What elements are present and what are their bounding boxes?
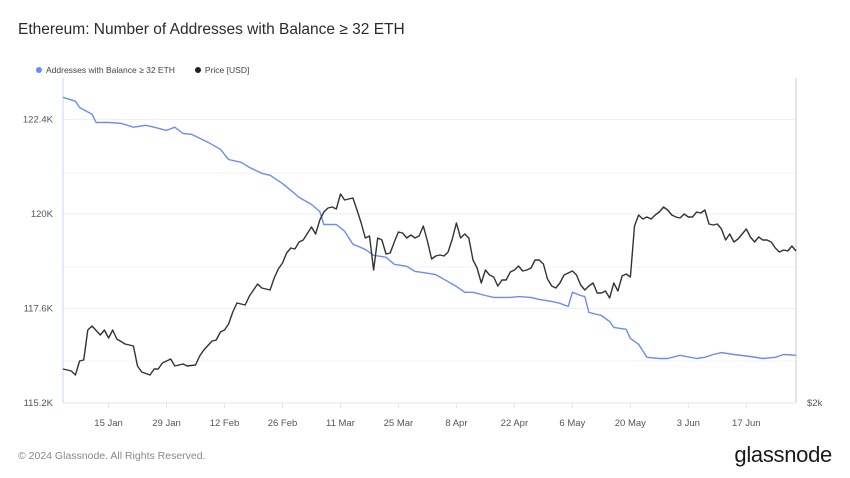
x-tick-label: 12 Feb <box>210 418 240 429</box>
x-tick-label: 11 Mar <box>326 418 355 429</box>
x-tick-label: 26 Feb <box>268 418 298 429</box>
x-tick-label: 17 Jun <box>732 418 761 429</box>
series-line-price <box>62 193 797 376</box>
legend-label-addresses: Addresses with Balance ≥ 32 ETH <box>46 65 175 75</box>
series-line-addresses <box>62 96 797 360</box>
legend-dot-icon <box>36 67 42 73</box>
x-tick-label: 29 Jan <box>152 418 181 429</box>
y-tick-label: 115.2K <box>24 398 54 409</box>
glassnode-logo: glassnode <box>734 442 832 467</box>
chart-title: Ethereum: Number of Addresses with Balan… <box>18 21 405 38</box>
x-tick-label: 25 Mar <box>384 418 414 429</box>
y-tick-label: 117.6K <box>24 303 54 314</box>
copyright-footer: © 2024 Glassnode. All Rights Reserved. <box>18 450 206 462</box>
x-tick-label: 22 Apr <box>501 418 528 429</box>
x-tick-label: 8 Apr <box>445 418 467 429</box>
y-tick-label: 120K <box>31 209 54 220</box>
legend-item-addresses[interactable]: Addresses with Balance ≥ 32 ETH <box>36 65 175 75</box>
x-tick-label: 20 May <box>615 418 646 429</box>
legend: Addresses with Balance ≥ 32 ETH Price [U… <box>36 65 249 75</box>
y-tick-label: 122.4K <box>23 114 54 125</box>
x-tick-label: 15 Jan <box>94 418 123 429</box>
y-right-tick-label: $2k <box>807 398 823 409</box>
legend-dot-icon <box>194 67 201 73</box>
x-tick-label: 6 May <box>559 418 585 429</box>
x-tick-label: 3 Jun <box>677 418 700 429</box>
legend-label-price: Price [USD] <box>204 65 250 75</box>
legend-item-price[interactable]: Price [USD] <box>194 65 250 75</box>
